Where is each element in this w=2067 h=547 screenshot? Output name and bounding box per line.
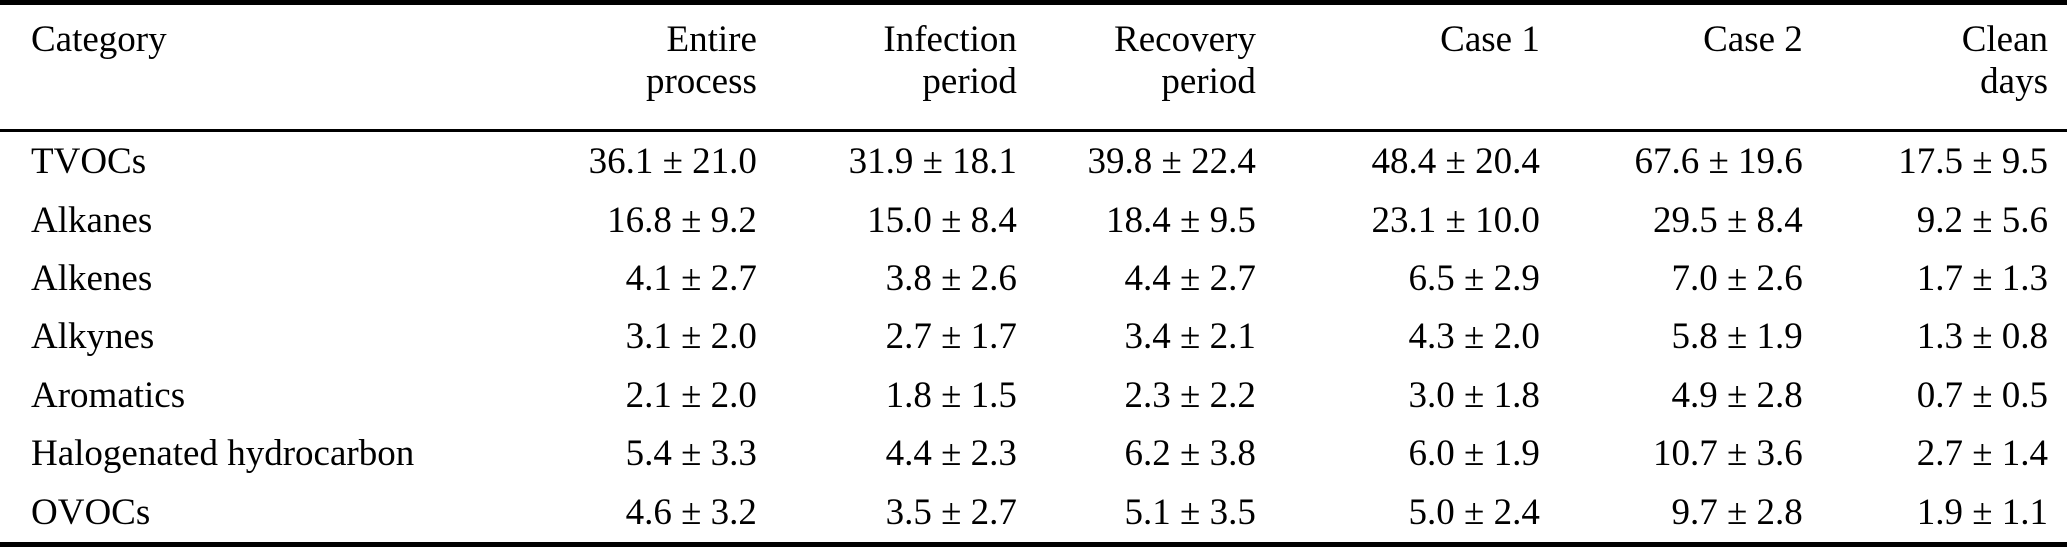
cell-value: 4.3 ± 2.0 [1408, 316, 1540, 358]
row-category: Halogenated hydrocarbon [31, 433, 415, 474]
cell-value: 3.5 ± 2.7 [885, 491, 1017, 533]
cell-value: 9.2 ± 5.6 [1916, 199, 2048, 241]
header-case-2: Case 2 [1539, 2, 1803, 132]
cell-value: 1.8 ± 1.5 [885, 374, 1017, 416]
cell-value: 29.5 ± 8.4 [1652, 199, 1803, 241]
header-category: Category [0, 2, 505, 132]
header-line: Infection [883, 19, 1017, 60]
table-row: OVOCs 4.6 ± 3.2 3.5 ± 2.7 5.1 ± 3.5 5.0 … [0, 483, 2067, 545]
cell-value: 18.4 ± 9.5 [1106, 199, 1256, 241]
row-category: Alkanes [31, 199, 153, 241]
header-line: period [1161, 61, 1256, 102]
cell-value: 4.6 ± 3.2 [625, 491, 757, 533]
row-category: OVOCs [31, 491, 151, 533]
cell-value: 23.1 ± 10.0 [1371, 199, 1540, 241]
table-row: Aromatics 2.1 ± 2.0 1.8 ± 1.5 2.3 ± 2.2 … [0, 366, 2067, 424]
cell-value: 1.9 ± 1.1 [1916, 491, 2048, 533]
header-entire-process: Entire process [504, 2, 757, 132]
header-line: Entire [666, 19, 757, 60]
table-body: TVOCs 36.1 ± 21.0 31.9 ± 18.1 39.8 ± 22.… [0, 131, 2067, 545]
cell-value: 5.8 ± 1.9 [1671, 316, 1803, 358]
header-recovery-period: Recovery period [1016, 2, 1256, 132]
cell-value: 4.9 ± 2.8 [1671, 374, 1803, 416]
cell-value: 2.7 ± 1.4 [1916, 433, 2048, 474]
table-row: TVOCs 36.1 ± 21.0 31.9 ± 18.1 39.8 ± 22.… [0, 131, 2067, 191]
row-category: Aromatics [31, 374, 186, 416]
cell-value: 15.0 ± 8.4 [867, 199, 1017, 241]
header-row: Category Entire process Infection period… [0, 2, 2067, 132]
table-row: Alkenes 4.1 ± 2.7 3.8 ± 2.6 4.4 ± 2.7 6.… [0, 249, 2067, 307]
table-header: Category Entire process Infection period… [0, 2, 2067, 132]
cell-value: 16.8 ± 9.2 [607, 199, 757, 241]
header-line: Recovery [1114, 19, 1256, 60]
cell-value: 9.7 ± 2.8 [1671, 491, 1803, 533]
cell-value: 4.1 ± 2.7 [625, 257, 757, 299]
header-line: days [1980, 61, 2048, 102]
cell-value: 5.1 ± 3.5 [1124, 491, 1256, 533]
cell-value: 17.5 ± 9.5 [1898, 140, 2048, 182]
table-row: Alkanes 16.8 ± 9.2 15.0 ± 8.4 18.4 ± 9.5… [0, 191, 2067, 249]
table-row: Halogenated hydrocarbon 5.4 ± 3.3 4.4 ± … [0, 424, 2067, 482]
cell-value: 6.5 ± 2.9 [1408, 257, 1540, 299]
cell-value: 2.3 ± 2.2 [1124, 374, 1256, 416]
cell-value: 36.1 ± 21.0 [588, 140, 757, 182]
row-category: TVOCs [31, 140, 147, 182]
cell-value: 39.8 ± 22.4 [1087, 140, 1256, 182]
cell-value: 3.0 ± 1.8 [1408, 374, 1540, 416]
row-category: Alkenes [31, 257, 153, 299]
header-case-1: Case 1 [1255, 2, 1540, 132]
cell-value: 6.0 ± 1.9 [1408, 433, 1540, 474]
table-row: Alkynes 3.1 ± 2.0 2.7 ± 1.7 3.4 ± 2.1 4.… [0, 308, 2067, 366]
cell-value: 48.4 ± 20.4 [1371, 140, 1540, 182]
header-line: Case 1 [1440, 19, 1540, 60]
cell-value: 3.8 ± 2.6 [885, 257, 1017, 299]
header-line: period [922, 61, 1017, 102]
header-infection-period: Infection period [756, 2, 1017, 132]
cell-value: 10.7 ± 3.6 [1652, 433, 1803, 474]
cell-value: 5.0 ± 2.4 [1408, 491, 1540, 533]
header-line: Category [31, 19, 167, 60]
cell-value: 1.7 ± 1.3 [1916, 257, 2048, 299]
cell-value: 67.6 ± 19.6 [1634, 140, 1803, 182]
cell-value: 4.4 ± 2.7 [1124, 257, 1256, 299]
cell-value: 5.4 ± 3.3 [625, 433, 757, 474]
header-line: Case 2 [1703, 19, 1803, 60]
row-category: Alkynes [31, 316, 155, 358]
cell-value: 3.4 ± 2.1 [1124, 316, 1256, 358]
cell-value: 7.0 ± 2.6 [1671, 257, 1803, 299]
cell-value: 0.7 ± 0.5 [1916, 374, 2048, 416]
header-clean-days: Clean days [1802, 2, 2067, 132]
cell-value: 3.1 ± 2.0 [625, 316, 757, 358]
cell-value: 31.9 ± 18.1 [848, 140, 1017, 182]
cell-value: 2.1 ± 2.0 [625, 374, 757, 416]
cell-value: 6.2 ± 3.8 [1124, 433, 1256, 474]
header-line: process [645, 61, 757, 102]
header-line: Clean [1961, 19, 2048, 60]
cell-value: 2.7 ± 1.7 [885, 316, 1017, 358]
cell-value: 4.4 ± 2.3 [885, 433, 1017, 474]
cell-value: 1.3 ± 0.8 [1916, 316, 2048, 358]
